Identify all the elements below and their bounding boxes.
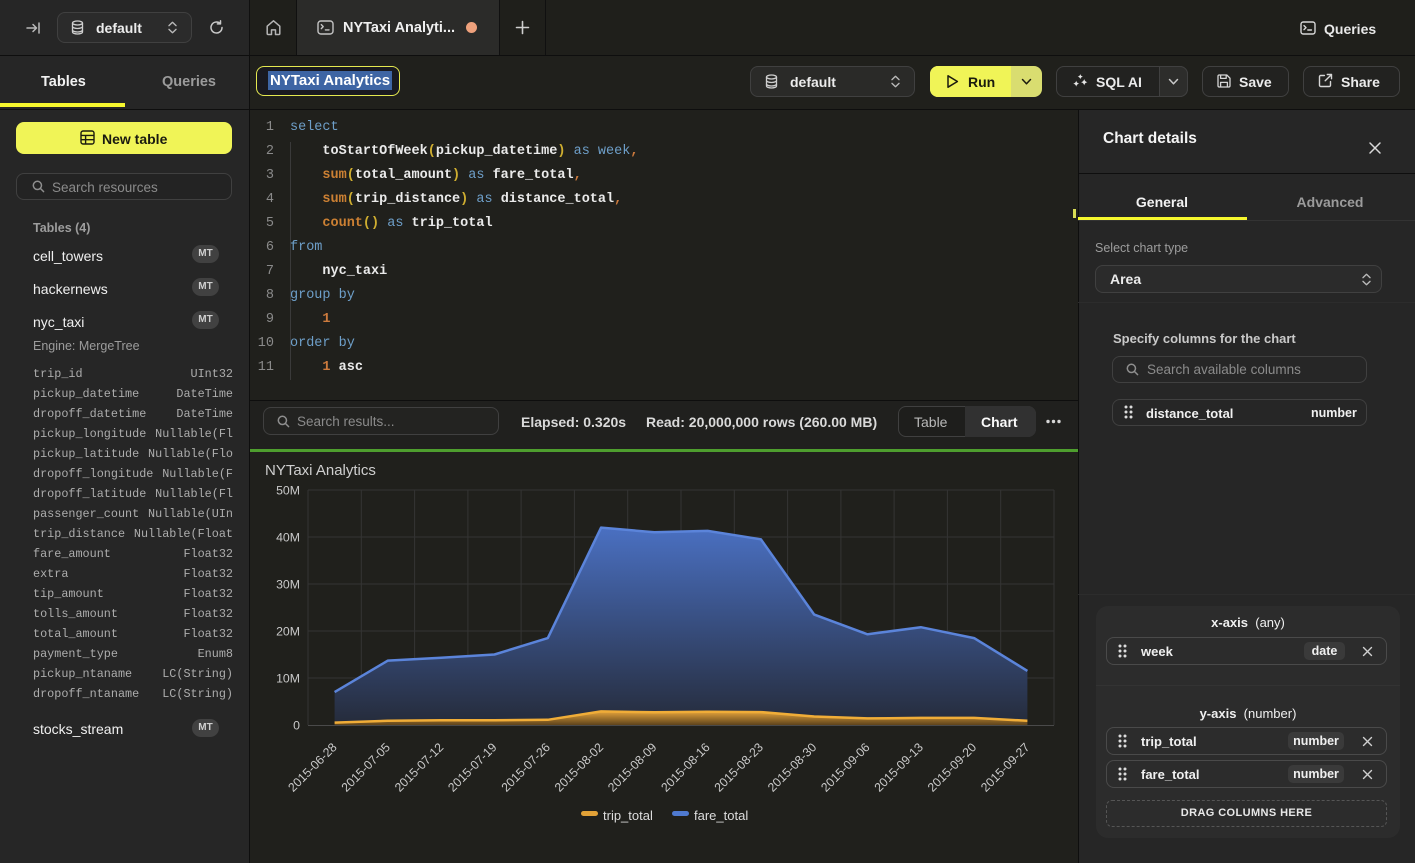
- svg-text:2015-08-02: 2015-08-02: [552, 740, 606, 794]
- svg-text:0: 0: [293, 719, 300, 733]
- svg-text:2015-07-19: 2015-07-19: [445, 740, 499, 794]
- svg-text:50M: 50M: [276, 484, 300, 498]
- svg-text:40M: 40M: [276, 531, 300, 545]
- svg-text:2015-08-23: 2015-08-23: [712, 740, 766, 794]
- svg-text:2015-09-13: 2015-09-13: [872, 740, 926, 794]
- svg-text:2015-07-12: 2015-07-12: [392, 740, 446, 794]
- svg-text:2015-08-30: 2015-08-30: [765, 740, 819, 794]
- svg-text:2015-09-27: 2015-09-27: [978, 740, 1032, 794]
- svg-text:10M: 10M: [276, 672, 300, 686]
- svg-text:20M: 20M: [276, 625, 300, 639]
- svg-text:2015-07-26: 2015-07-26: [499, 740, 553, 794]
- svg-text:2015-08-09: 2015-08-09: [605, 740, 659, 794]
- svg-text:2015-09-20: 2015-09-20: [925, 740, 979, 794]
- svg-text:2015-08-16: 2015-08-16: [658, 740, 712, 794]
- svg-text:2015-09-06: 2015-09-06: [818, 740, 872, 794]
- svg-text:2015-07-05: 2015-07-05: [339, 740, 393, 794]
- svg-text:trip_total: trip_total: [603, 808, 653, 823]
- svg-text:2015-06-28: 2015-06-28: [285, 740, 339, 794]
- svg-text:fare_total: fare_total: [694, 808, 748, 823]
- svg-text:30M: 30M: [276, 578, 300, 592]
- svg-text:NYTaxi Analytics: NYTaxi Analytics: [265, 462, 376, 479]
